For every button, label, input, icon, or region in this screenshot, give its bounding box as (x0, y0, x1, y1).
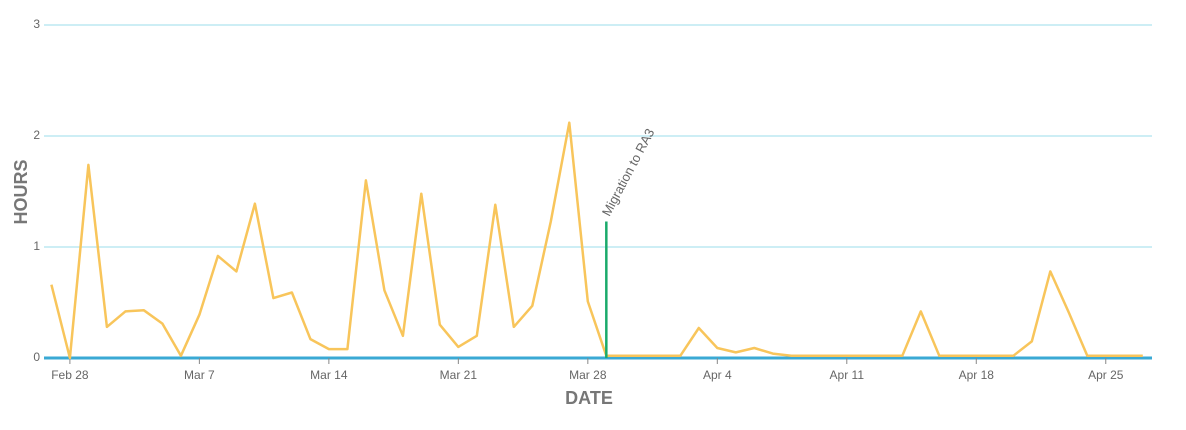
annotation-label: Migration to RA3 (599, 126, 658, 219)
x-tick-label: Apr 18 (959, 368, 995, 382)
x-tick-label: Mar 14 (310, 368, 348, 382)
x-tick-label: Feb 28 (51, 368, 89, 382)
y-tick-label: 1 (33, 239, 40, 253)
x-tick-label: Apr 11 (830, 368, 865, 382)
y-tick-label: 3 (33, 17, 40, 31)
x-tick-label: Mar 7 (184, 368, 215, 382)
y-tick-label: 2 (33, 128, 40, 142)
y-tick-label: 0 (33, 350, 40, 364)
x-tick-label: Mar 21 (440, 368, 478, 382)
data-line (50, 121, 1143, 360)
x-axis-title: DATE (565, 388, 613, 408)
x-tick-label: Apr 4 (703, 368, 732, 382)
y-axis-title: HOURS (11, 159, 31, 224)
x-tick-label: Apr 25 (1088, 368, 1124, 382)
x-tick-label: Mar 28 (569, 368, 607, 382)
